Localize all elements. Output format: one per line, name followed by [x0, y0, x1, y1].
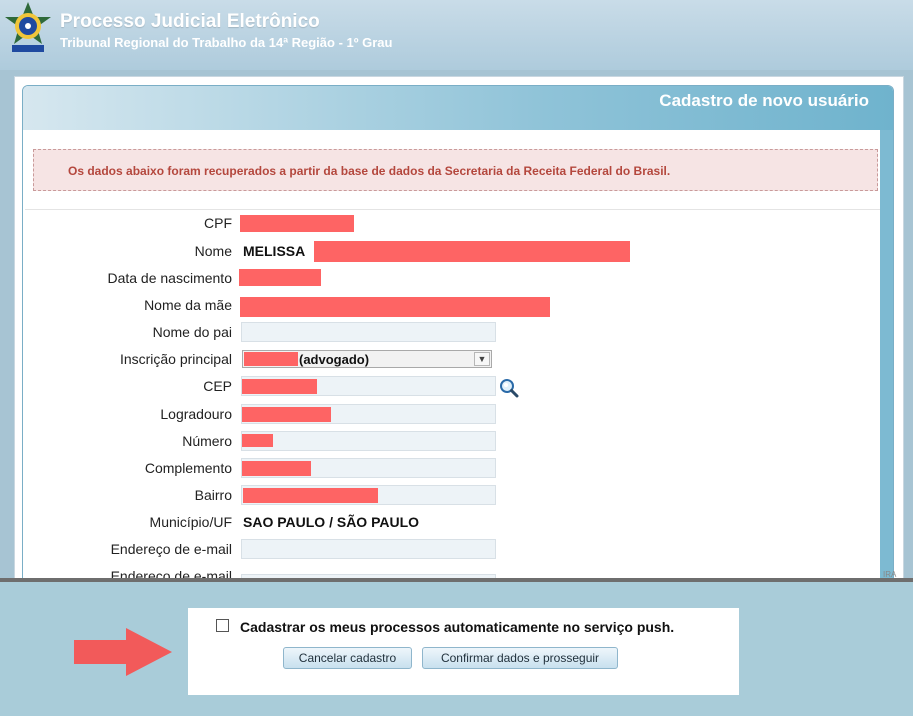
receita-federal-notice: Os dados abaixo foram recuperados a part…: [33, 149, 878, 191]
arrow-right-icon: [74, 628, 172, 676]
complemento-redacted-value: [242, 461, 311, 476]
complemento-label: Complemento: [144, 460, 232, 476]
app-subtitle: Tribunal Regional do Trabalho da 14ª Reg…: [60, 35, 393, 50]
cpf-label: CPF: [204, 215, 232, 231]
email-input[interactable]: [241, 539, 496, 559]
nascimento-label: Data de nascimento: [107, 270, 232, 286]
inscricao-label: Inscrição principal: [119, 351, 232, 367]
cpf-redacted-value: [240, 215, 354, 232]
inscricao-select-value: (advogado): [299, 352, 370, 367]
divider: [25, 209, 880, 210]
pai-label: Nome do pai: [152, 324, 232, 340]
nome-value: MELISSA: [243, 243, 306, 259]
confirm-button[interactable]: Confirmar dados e prosseguir: [422, 647, 618, 669]
logradouro-redacted-value: [242, 407, 331, 422]
nome-label: Nome: [194, 243, 232, 259]
chevron-down-icon[interactable]: ▼: [474, 352, 490, 366]
mae-label: Nome da mãe: [144, 297, 232, 313]
coat-of-arms-logo: [5, 2, 51, 52]
pai-input[interactable]: [241, 322, 496, 342]
app-title: Processo Judicial Eletrônico: [60, 11, 320, 32]
panel-title: Cadastro de novo usuário: [659, 91, 869, 110]
panel-right-border: [879, 130, 893, 584]
panel-header: Cadastro de novo usuário: [23, 86, 893, 130]
email-label: Endereço de e-mail: [110, 541, 232, 557]
truncated-text: IRA: [883, 570, 897, 579]
bairro-redacted-value: [243, 488, 378, 503]
push-service-label[interactable]: Cadastrar os meus processos automaticame…: [240, 619, 675, 635]
inscricao-redacted-value: [244, 352, 298, 366]
search-icon[interactable]: [499, 378, 519, 398]
mae-redacted-value: [240, 297, 550, 317]
app-header: Processo Judicial Eletrônico Tribunal Re…: [0, 0, 913, 70]
cep-redacted-value: [242, 379, 317, 394]
bairro-input[interactable]: [241, 485, 496, 505]
numero-label: Número: [182, 433, 232, 449]
logradouro-label: Logradouro: [160, 406, 232, 422]
cep-label: CEP: [203, 378, 232, 394]
cancel-button[interactable]: Cancelar cadastro: [283, 647, 412, 669]
numero-input[interactable]: [241, 431, 496, 451]
numero-redacted-value: [242, 434, 273, 447]
cep-input[interactable]: [241, 376, 496, 396]
complemento-input[interactable]: [241, 458, 496, 478]
logradouro-input[interactable]: [241, 404, 496, 424]
nascimento-redacted-value: [239, 269, 321, 286]
inscricao-select[interactable]: (advogado) ▼: [242, 350, 492, 368]
nome-redacted-value: [314, 241, 630, 262]
municipio-label: Município/UF: [149, 514, 232, 530]
municipio-value: SAO PAULO / SÃO PAULO: [243, 514, 420, 530]
bairro-label: Bairro: [194, 487, 232, 503]
push-service-checkbox[interactable]: [216, 619, 229, 632]
